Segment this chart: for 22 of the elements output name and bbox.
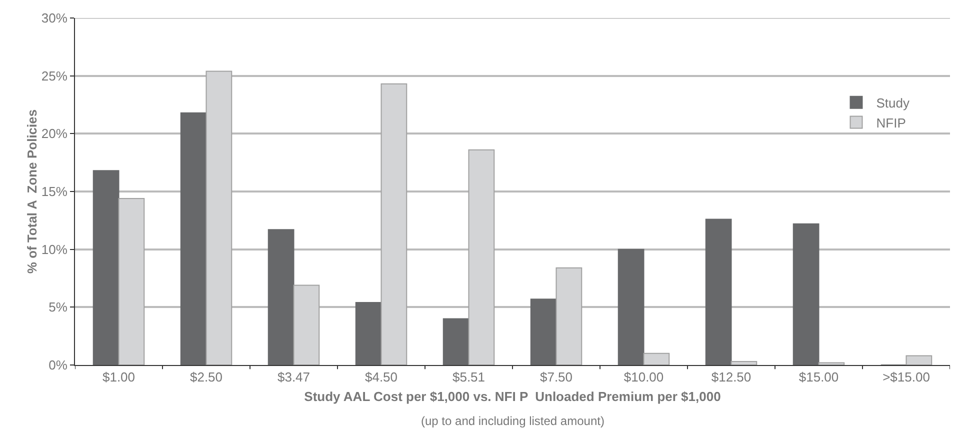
y-axis-title: % of Total A Zone Policies bbox=[24, 109, 40, 274]
x-tick-label: $10.00 bbox=[624, 370, 664, 385]
y-tick-label: 0% bbox=[48, 358, 68, 373]
legend-label: Study bbox=[876, 95, 910, 110]
x-tick-label: $7.50 bbox=[540, 370, 573, 385]
legend-label: NFIP bbox=[876, 115, 906, 130]
y-tick-label: 25% bbox=[41, 68, 68, 84]
text: (up to and including listed amount) bbox=[421, 414, 604, 428]
x-tick-label: $4.50 bbox=[364, 370, 398, 385]
x-tick-label: $5.51 bbox=[452, 370, 486, 385]
y-tick-label: 15% bbox=[41, 184, 68, 200]
y-tick-label: 5% bbox=[48, 300, 68, 315]
x-axis-title: Study AAL Cost per $1,000 vs. NFI P Unloaded Premium per $1,000 bbox=[304, 389, 721, 404]
x-tick-label: $3.47 bbox=[277, 370, 310, 385]
x-tick-label: $15.00 bbox=[798, 370, 839, 385]
y-tick-label: 10% bbox=[41, 242, 68, 257]
x-tick-label: $12.50 bbox=[711, 370, 752, 385]
y-tick-label: 20% bbox=[41, 126, 68, 142]
x-tick-label: $2.50 bbox=[190, 370, 223, 385]
x-tick-label: $1.00 bbox=[102, 370, 136, 385]
y-tick-label: 30% bbox=[41, 10, 68, 26]
x-tick-label: >$15.00 bbox=[882, 370, 930, 385]
